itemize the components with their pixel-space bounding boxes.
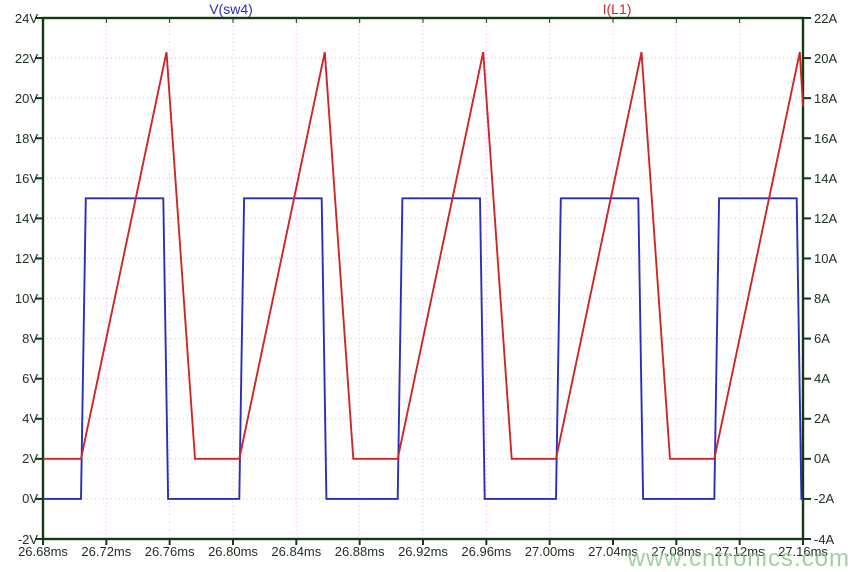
y-axis-left-label: -2V: [17, 531, 38, 547]
y-axis-right-label: 16A: [814, 130, 838, 146]
x-axis-label: 27.08ms: [651, 543, 702, 559]
y-axis-right-label: 10A: [814, 250, 838, 266]
y-axis-right-label: 2A: [814, 411, 830, 427]
x-axis-label: 26.84ms: [271, 543, 322, 559]
trace-vsw4[interactable]: [43, 197, 803, 500]
y-axis-left-label: 12V: [14, 250, 38, 266]
x-axis-label: 27.12ms: [714, 543, 765, 559]
y-axis-left-label: 6V: [22, 371, 38, 387]
y-axis-left-label: 24V: [14, 10, 38, 26]
y-axis-left-label: 14V: [14, 210, 38, 226]
y-axis-left-label: 0V: [22, 491, 38, 507]
x-axis-label: 26.80ms: [208, 543, 258, 559]
watermark: www.cntronics.com: [627, 545, 850, 572]
y-axis-right-label: 6A: [814, 331, 830, 347]
x-axis-label: 27.16ms: [778, 543, 828, 559]
y-axis-right-label: 14A: [814, 170, 838, 186]
y-axis-right-label: 8A: [814, 291, 830, 307]
y-axis-right-label: 18A: [814, 90, 838, 106]
y-axis-left-label: 10V: [14, 291, 38, 307]
y-axis-right-label: -4A: [814, 531, 835, 547]
x-axis-label: 26.68ms: [18, 543, 68, 559]
y-axis-right-label: 20A: [814, 50, 838, 66]
y-axis-left-label: 4V: [22, 411, 38, 427]
y-axis-right-label: 0A: [814, 451, 830, 467]
y-axis-right-label: -2A: [814, 491, 835, 507]
y-axis-left-label: 8V: [22, 331, 38, 347]
y-axis-left-label: 20V: [14, 90, 38, 106]
y-axis-left-label: 16V: [14, 170, 38, 186]
y-axis-right-label: 12A: [814, 210, 838, 226]
y-axis-left-label: 18V: [14, 130, 38, 146]
y-axis-left-label: 2V: [22, 451, 38, 467]
legend-trace-il1[interactable]: I(L1): [602, 1, 632, 17]
x-axis-label: 26.96ms: [461, 543, 512, 559]
legend-trace-vsw4[interactable]: V(sw4): [209, 1, 253, 17]
y-axis-left-label: 22V: [14, 50, 38, 66]
x-axis-label: 27.04ms: [588, 543, 638, 559]
y-axis-right-label: 4A: [814, 371, 830, 387]
axis-ticks: [35, 17, 811, 545]
x-axis-label: 26.88ms: [334, 543, 385, 559]
x-axis-label: 26.92ms: [398, 543, 448, 559]
y-axis-right-label: 22A: [814, 10, 838, 26]
trace-il1[interactable]: [43, 51, 804, 460]
x-axis-label: 26.76ms: [144, 543, 195, 559]
x-axis-label: 26.72ms: [81, 543, 132, 559]
x-axis-label: 27.00ms: [524, 543, 575, 559]
